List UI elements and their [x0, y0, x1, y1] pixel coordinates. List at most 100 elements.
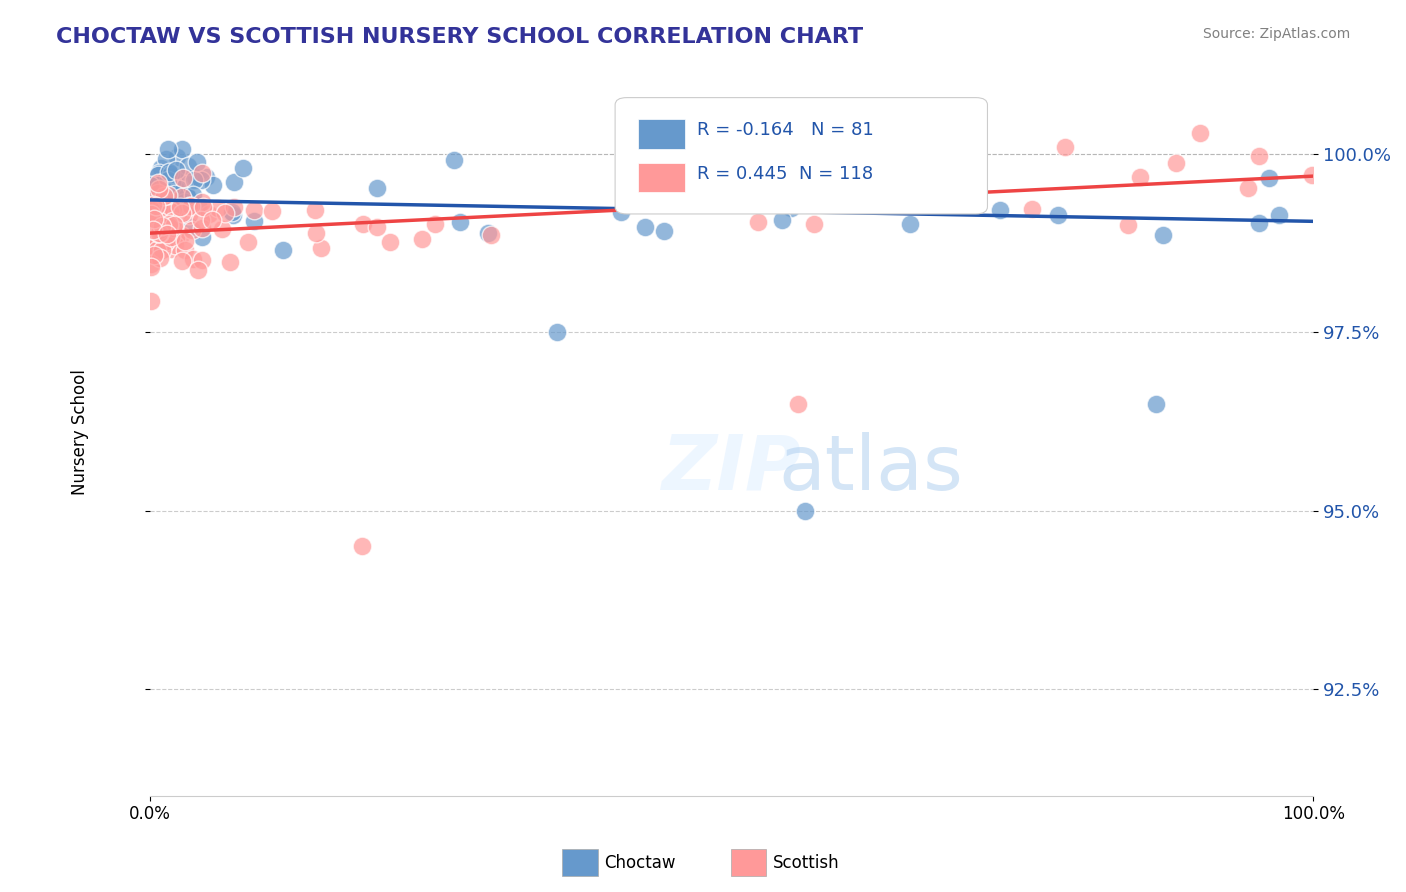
Point — [652, 225, 675, 239]
Point — [181, 188, 204, 202]
Point — [546, 326, 568, 340]
FancyBboxPatch shape — [614, 97, 987, 214]
Point — [142, 211, 165, 226]
Point — [988, 203, 1011, 218]
Point — [155, 209, 177, 223]
Point — [787, 396, 810, 410]
Point — [207, 202, 229, 216]
Point — [141, 219, 163, 233]
Point — [157, 142, 180, 156]
Point — [163, 237, 186, 252]
Point — [191, 230, 214, 244]
Point — [162, 202, 184, 217]
Point — [146, 168, 169, 182]
Point — [221, 205, 243, 219]
Point — [139, 257, 162, 271]
Point — [179, 192, 201, 206]
Text: Scottish: Scottish — [773, 854, 839, 871]
Point — [191, 165, 214, 179]
Point — [177, 159, 200, 173]
Text: R = 0.445  N = 118: R = 0.445 N = 118 — [696, 165, 873, 183]
Point — [305, 227, 328, 241]
Point — [820, 181, 842, 195]
Point — [139, 194, 162, 208]
Point — [173, 234, 195, 248]
Point — [142, 219, 165, 234]
Point — [145, 243, 167, 257]
Point — [449, 215, 471, 229]
Point — [159, 214, 181, 228]
Point — [157, 217, 180, 231]
Point — [165, 187, 187, 202]
Point — [1152, 228, 1174, 243]
Point — [152, 229, 174, 244]
Point — [232, 161, 254, 175]
Point — [1258, 170, 1281, 185]
Point — [149, 203, 172, 218]
Point — [176, 189, 198, 203]
Point — [143, 222, 166, 236]
Point — [183, 173, 205, 187]
Point — [150, 219, 173, 233]
Point — [1267, 208, 1289, 222]
Point — [149, 161, 172, 175]
Point — [157, 219, 180, 233]
Point — [157, 164, 180, 178]
Point — [142, 248, 165, 262]
Point — [141, 228, 163, 243]
Point — [148, 226, 170, 240]
Point — [150, 199, 173, 213]
Point — [174, 244, 197, 258]
Point — [309, 241, 332, 255]
Point — [170, 227, 193, 242]
Point — [139, 260, 162, 274]
Point — [191, 220, 214, 235]
Point — [167, 204, 190, 219]
Point — [146, 194, 169, 209]
Point — [1237, 181, 1260, 195]
Point — [1129, 169, 1152, 184]
Point — [634, 219, 657, 234]
Point — [155, 226, 177, 240]
Point — [160, 242, 183, 256]
Point — [153, 194, 176, 209]
Point — [173, 195, 195, 210]
Point — [162, 220, 184, 235]
Point — [149, 226, 172, 240]
Point — [304, 202, 326, 217]
Point — [190, 253, 212, 268]
Point — [180, 220, 202, 235]
Point — [780, 202, 803, 216]
Point — [159, 229, 181, 244]
Point — [139, 238, 162, 252]
Point — [148, 182, 170, 196]
Bar — [731, 849, 766, 876]
Point — [163, 223, 186, 237]
Point — [169, 182, 191, 196]
Point — [160, 175, 183, 189]
Bar — [562, 849, 598, 876]
Point — [159, 200, 181, 214]
Point — [163, 170, 186, 185]
Point — [187, 262, 209, 277]
Point — [139, 207, 162, 221]
Point — [186, 154, 208, 169]
Point — [148, 214, 170, 228]
Point — [159, 178, 181, 193]
Point — [145, 231, 167, 245]
Point — [162, 193, 184, 207]
Point — [271, 243, 294, 257]
Point — [1146, 396, 1168, 410]
Point — [898, 217, 921, 231]
Point — [157, 196, 180, 211]
Point — [180, 223, 202, 237]
Point — [139, 293, 162, 308]
Text: Source: ZipAtlas.com: Source: ZipAtlas.com — [1202, 27, 1350, 41]
Point — [1166, 156, 1188, 170]
Point — [145, 199, 167, 213]
Point — [142, 205, 165, 219]
Point — [148, 228, 170, 243]
Point — [163, 220, 186, 235]
Point — [1021, 202, 1043, 217]
Point — [146, 186, 169, 200]
